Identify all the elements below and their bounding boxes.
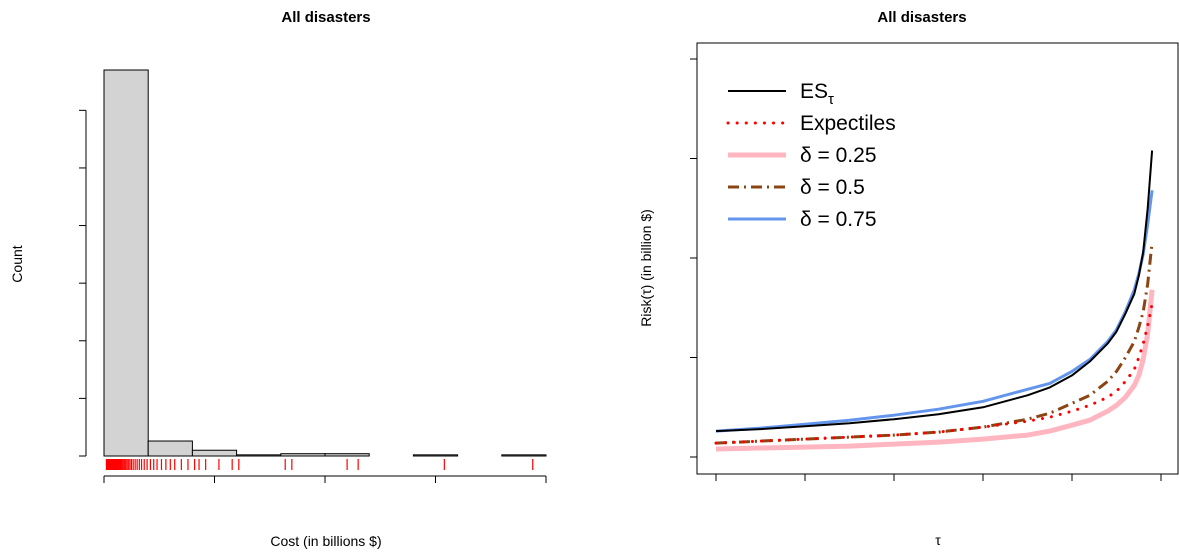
risk-legend: ESτ Expectiles δ = 0.25 δ = 0.5 δ = 0.75 bbox=[726, 80, 896, 231]
histogram-bar bbox=[103, 69, 149, 457]
legend-label-text: δ = 0.25 bbox=[800, 144, 877, 167]
risk-series-lines bbox=[714, 150, 1155, 452]
risk-y-ticks bbox=[690, 58, 697, 458]
histogram-rug bbox=[105, 459, 534, 470]
legend-label-text: δ = 0.75 bbox=[800, 208, 877, 231]
histogram-bar bbox=[501, 454, 547, 457]
legend-label-0: ESτ bbox=[800, 80, 834, 108]
legend-label-text: δ = 0.5 bbox=[800, 176, 865, 199]
risk-y-label: Risk(τ) (in billion $) bbox=[638, 209, 654, 327]
histogram-bar bbox=[280, 453, 326, 457]
histogram-bars bbox=[103, 69, 547, 457]
legend-label-text: ES bbox=[800, 80, 828, 103]
histogram-bar bbox=[236, 454, 282, 457]
histogram-bar bbox=[324, 453, 370, 457]
legend-label-3: δ = 0.5 bbox=[800, 176, 865, 199]
histogram-x-ticks bbox=[103, 476, 547, 483]
risk-series-line-3 bbox=[715, 241, 1154, 445]
histogram-bar bbox=[191, 449, 238, 457]
histogram-x-label: Cost (in billions $) bbox=[270, 533, 381, 549]
legend-label-2: δ = 0.25 bbox=[800, 144, 877, 167]
risk-series-line-0 bbox=[715, 150, 1154, 433]
histogram-y-ticks bbox=[79, 109, 86, 457]
legend-label-subscript: τ bbox=[828, 91, 834, 108]
risk-series-line-4 bbox=[715, 190, 1154, 433]
legend-label-1: Expectiles bbox=[800, 112, 896, 135]
histogram-y-label: Count bbox=[9, 245, 25, 282]
histogram-panel: All disasters Cost (in billions $) Count bbox=[9, 9, 547, 549]
histogram-bar bbox=[412, 454, 459, 457]
histogram-bar bbox=[147, 440, 193, 457]
legend-label-text: Expectiles bbox=[800, 112, 896, 135]
risk-title: All disasters bbox=[877, 9, 966, 26]
legend-label-4: δ = 0.75 bbox=[800, 208, 877, 231]
risk-x-ticks bbox=[715, 474, 1162, 481]
histogram-title: All disasters bbox=[281, 9, 370, 26]
risk-series-line-2 bbox=[715, 289, 1155, 452]
risk-x-label: τ bbox=[935, 532, 941, 548]
